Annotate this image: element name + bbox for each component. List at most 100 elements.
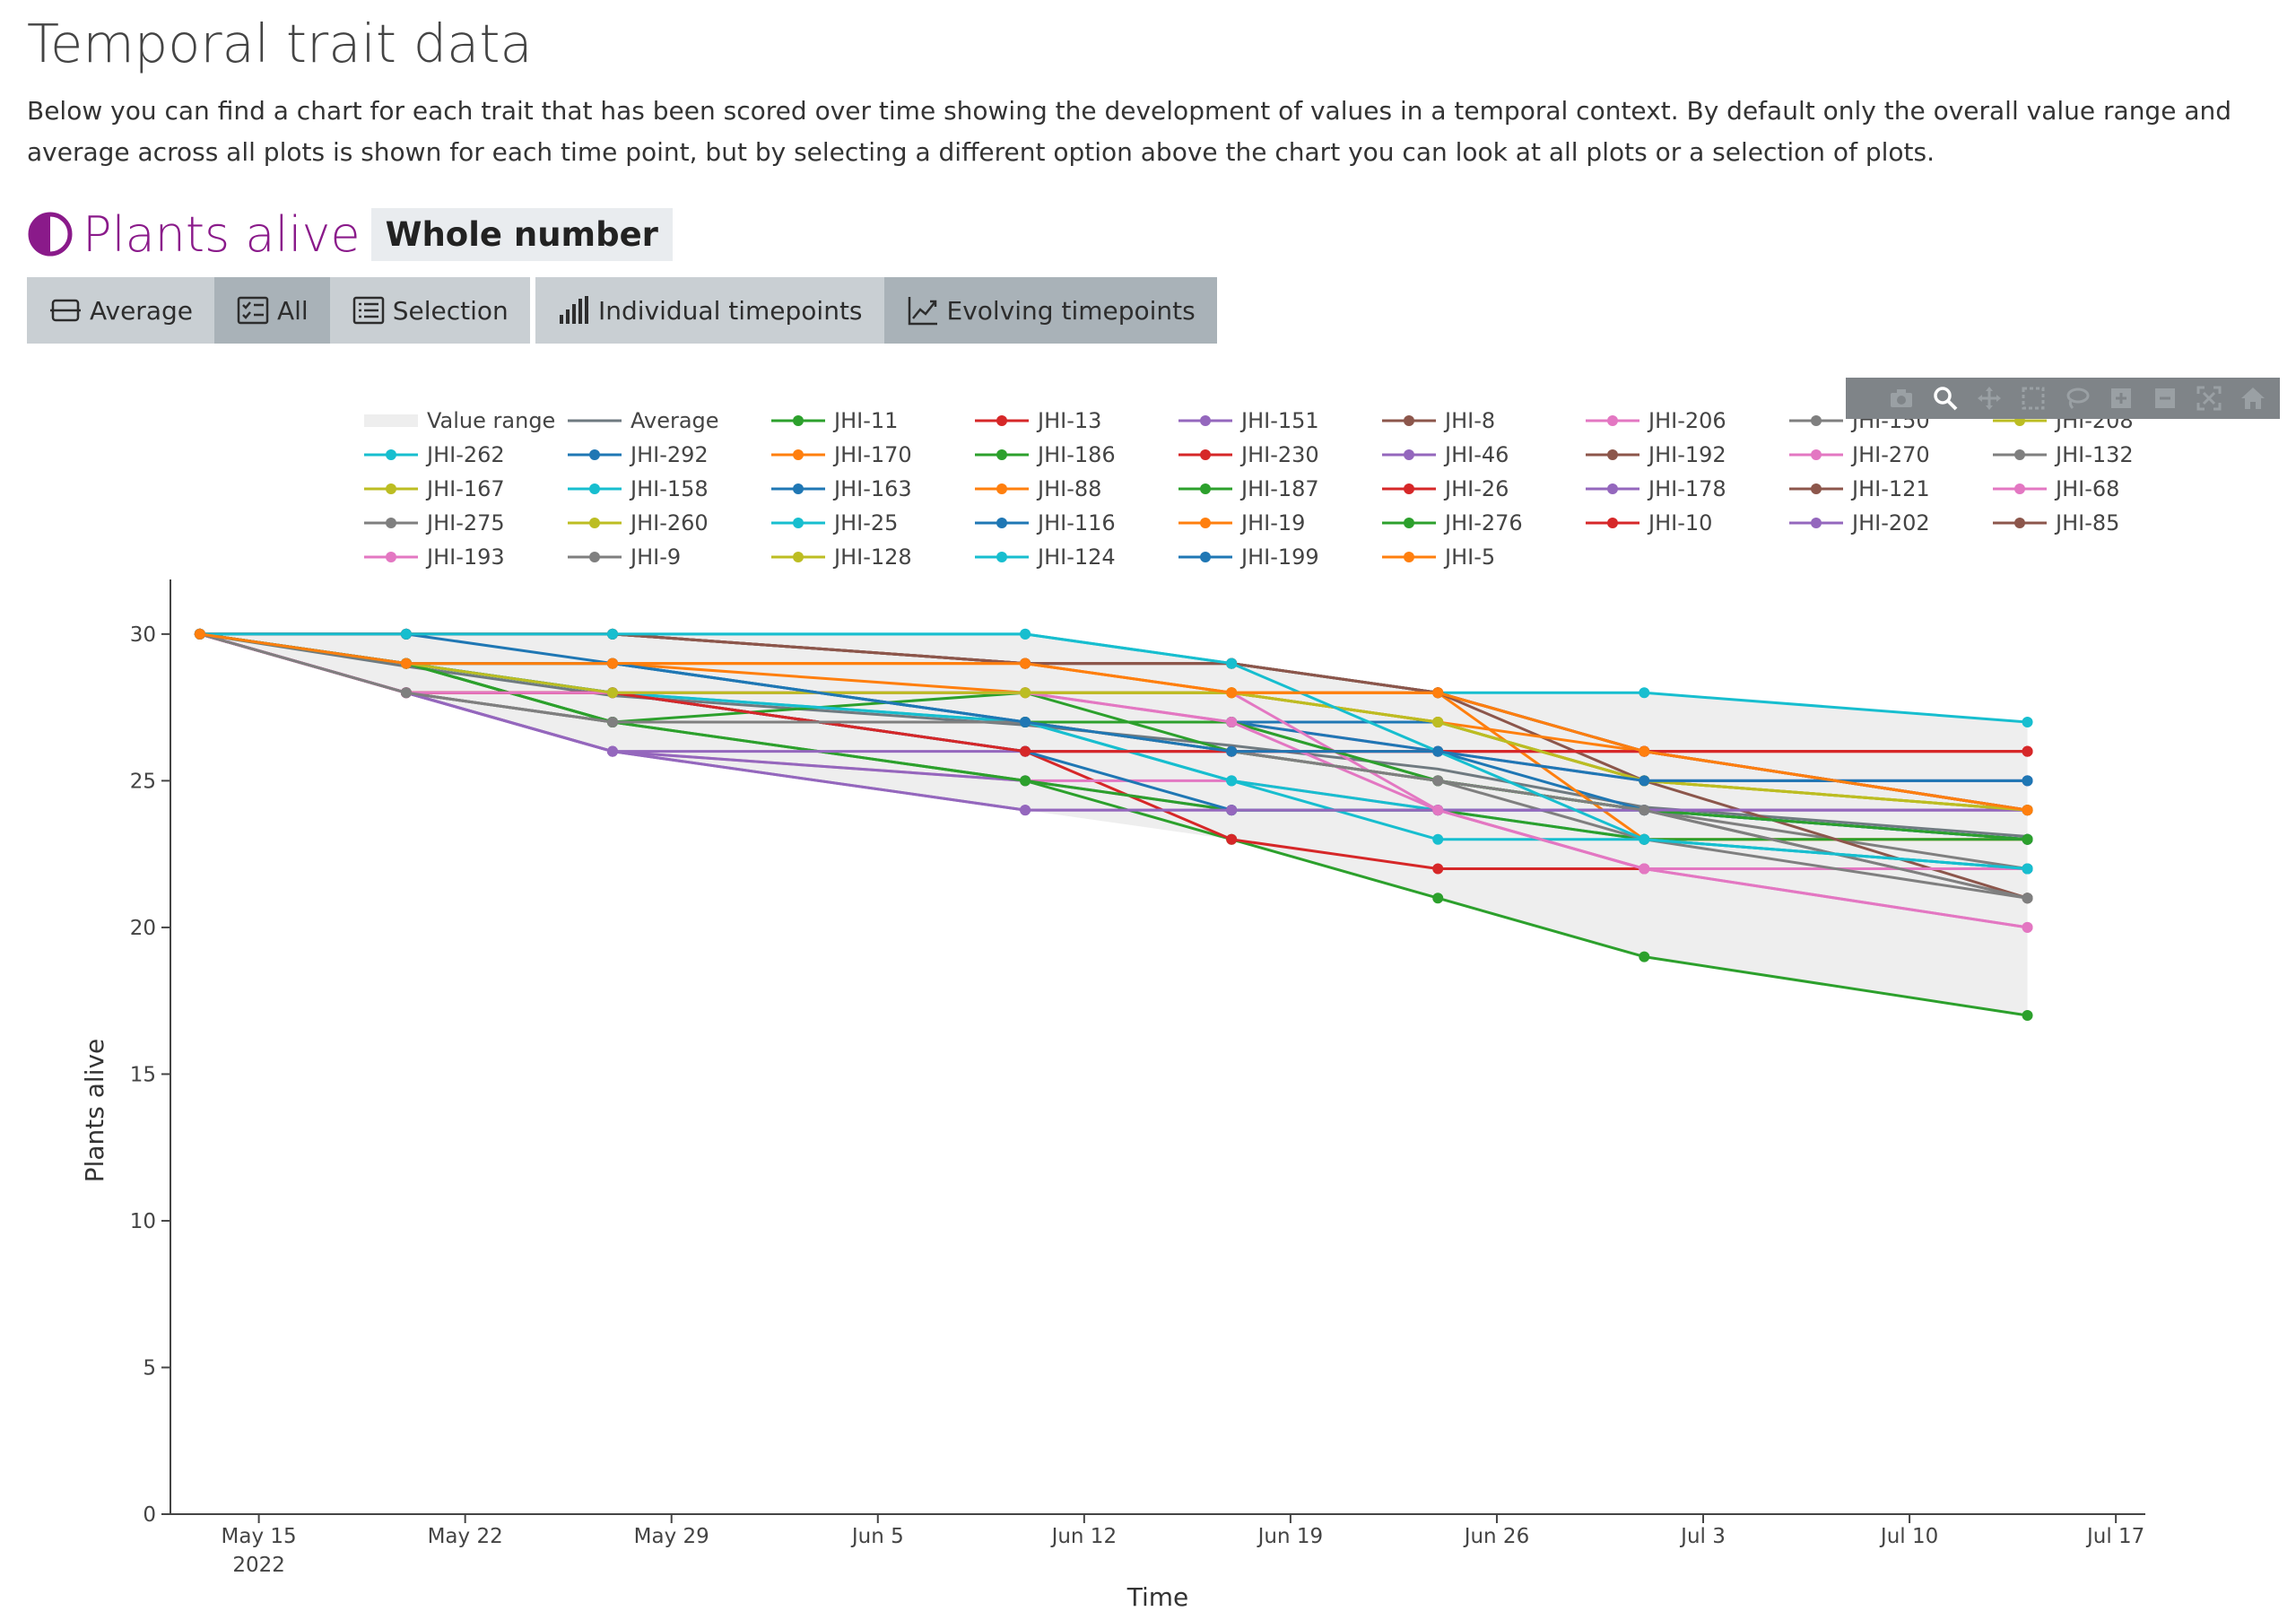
legend-item[interactable]: JHI-10 [1586,510,1712,536]
data-point [606,687,618,699]
download-png-button[interactable] [1879,380,1923,416]
legend-item[interactable]: JHI-270 [1789,442,1930,467]
legend-label: JHI-167 [425,476,505,501]
legend-marker [2014,449,2025,460]
legend-marker [589,449,600,460]
legend-item[interactable]: JHI-13 [975,408,1101,433]
x-tick-label: May 22 [428,1525,503,1548]
legend-item[interactable]: JHI-206 [1586,408,1726,433]
legend-item[interactable]: JHI-262 [364,442,505,467]
pan-button[interactable] [1967,380,2011,416]
data-point [1020,775,1031,787]
autoscale-button[interactable] [2187,380,2231,416]
legend-item[interactable]: JHI-124 [975,544,1116,570]
average-button[interactable]: Average [27,277,214,344]
legend-item[interactable]: JHI-187 [1178,476,1319,501]
legend-item[interactable]: JHI-193 [364,544,505,570]
trait-name: Plants alive [83,205,361,263]
data-point [1226,833,1238,845]
data-point [1226,805,1238,816]
legend-item[interactable]: JHI-178 [1586,476,1726,501]
evolving-timepoints-button[interactable]: Evolving timepoints [883,277,1217,344]
legend-marker [386,449,396,460]
selection-button[interactable]: Selection [329,277,530,344]
legend-marker [1404,483,1414,494]
view-mode-button-group: Average All Selection [27,277,530,344]
individual-timepoints-button[interactable]: Individual timepoints [535,277,884,344]
legend-item[interactable]: JHI-5 [1382,544,1495,570]
legend-item[interactable]: JHI-151 [1178,408,1319,433]
legend-item[interactable]: JHI-260 [568,510,709,536]
legend-item[interactable]: JHI-121 [1789,476,1930,501]
lasso-select-button[interactable] [2055,380,2099,416]
camera-icon [1890,389,1912,407]
x-tick-year-label: 2022 [232,1554,285,1577]
data-point [1432,745,1444,757]
legend-item[interactable]: JHI-26 [1382,476,1509,501]
legend-label: JHI-186 [1036,442,1116,467]
legend-item[interactable]: JHI-230 [1178,442,1319,467]
legend-item[interactable]: JHI-9 [568,544,681,570]
zoom-button[interactable] [1923,380,1967,416]
pan-icon [1977,387,2001,410]
average-button-label: Average [90,295,193,326]
legend-item[interactable]: JHI-202 [1789,510,1930,536]
legend-item[interactable]: JHI-46 [1382,442,1509,467]
legend-label: JHI-124 [1036,544,1116,570]
data-point [1639,745,1650,757]
legend-label: JHI-85 [2054,510,2119,536]
legend-label: JHI-178 [1647,476,1726,501]
legend-marker [1607,483,1618,494]
legend-label: JHI-262 [425,442,505,467]
data-point [2022,805,2033,816]
zoom-out-button[interactable] [2143,380,2187,416]
legend-item[interactable]: JHI-132 [1993,442,2134,467]
legend-item[interactable]: Average [568,408,719,433]
data-point [2022,775,2033,787]
legend-item[interactable]: JHI-11 [771,408,898,433]
legend-item[interactable]: Value range [364,408,555,433]
data-point [606,745,618,757]
legend-item[interactable]: JHI-158 [568,476,709,501]
legend-marker [1811,518,1822,528]
legend-item[interactable]: JHI-167 [364,476,505,501]
legend-item[interactable]: JHI-170 [771,442,912,467]
reset-axes-button[interactable] [2231,380,2274,416]
y-tick-label: 15 [130,1063,156,1086]
data-point [2022,745,2033,757]
legend-item[interactable]: JHI-199 [1178,544,1319,570]
bar-chart-icon [560,296,588,324]
selection-button-label: Selection [392,295,509,326]
legend-label: JHI-9 [629,544,681,570]
trait-data-type-badge: Whole number [370,207,673,261]
data-point [1020,745,1031,757]
legend-item[interactable]: JHI-68 [1993,476,2119,501]
legend-item[interactable]: JHI-88 [975,476,1101,501]
legend-marker [1200,518,1211,528]
half-circle-icon [28,212,73,257]
x-tick-label: Jul 17 [2085,1525,2144,1548]
legend-marker [1607,518,1618,528]
legend-label: JHI-132 [2054,442,2134,467]
page-title: Temporal trait data [27,13,533,74]
legend-item[interactable]: JHI-8 [1382,408,1495,433]
box-select-button[interactable] [2011,380,2055,416]
legend-item[interactable]: JHI-19 [1178,510,1305,536]
legend-item[interactable]: JHI-192 [1586,442,1726,467]
legend-item[interactable]: JHI-128 [771,544,912,570]
legend-item[interactable]: JHI-116 [975,510,1116,536]
legend-item[interactable]: JHI-186 [975,442,1116,467]
legend-item[interactable]: JHI-276 [1382,510,1523,536]
legend-item[interactable]: JHI-163 [771,476,912,501]
all-button[interactable]: All [213,277,330,344]
series-line [199,632,2028,929]
zoom-in-button[interactable] [2099,380,2143,416]
legend-item[interactable]: JHI-85 [1993,510,2119,536]
data-point [1226,658,1238,669]
list-icon [352,296,384,325]
legend-item[interactable]: JHI-275 [364,510,505,536]
x-tick-label: Jun 12 [1050,1525,1118,1548]
legend-item[interactable]: JHI-25 [771,510,898,536]
legend-item[interactable]: JHI-292 [568,442,709,467]
